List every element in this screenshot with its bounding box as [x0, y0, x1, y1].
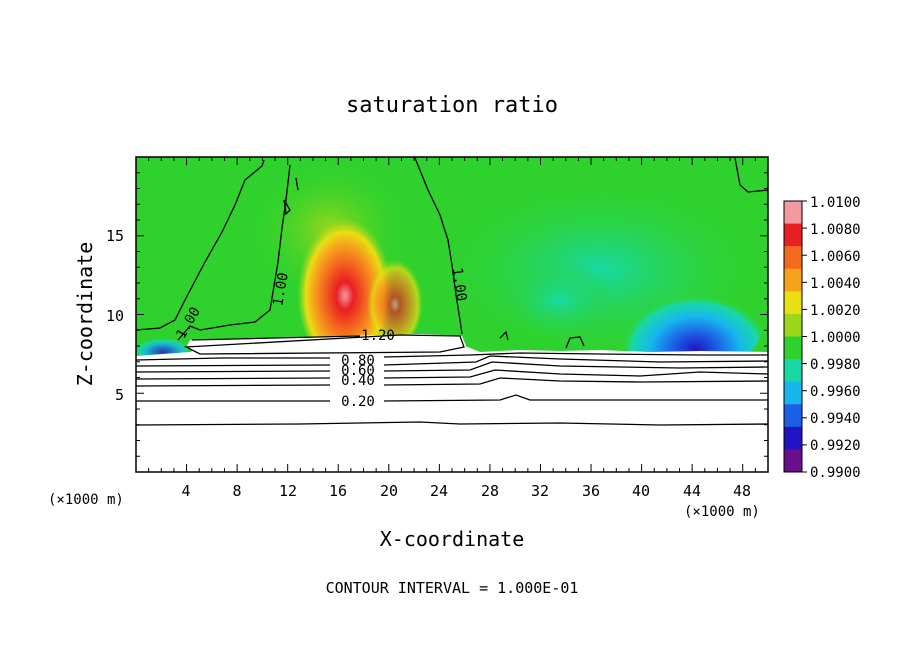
- contour-lines: [136, 157, 768, 426]
- colorbar-swatch: [784, 359, 802, 383]
- contour-label: 0.80: [341, 353, 375, 369]
- colorbar-swatch: [784, 246, 802, 270]
- contour-label: 0.60: [341, 363, 375, 379]
- x-tick-labels: 4 8 12 16 20 24 28 32 36 40 44 48: [181, 482, 751, 500]
- contour-label: 1.00: [449, 267, 470, 303]
- contour-label: 0.40: [341, 373, 375, 389]
- heatmap-field: [136, 157, 768, 472]
- y-tick-label: 5: [115, 386, 124, 404]
- colorbar-label: 0.9920: [810, 438, 861, 454]
- colorbar-swatch: [784, 381, 802, 405]
- colorbar-swatch: [784, 291, 802, 315]
- colorbar: [783, 200, 807, 473]
- colorbar-label: 0.9960: [810, 384, 861, 400]
- colorbar-swatch: [784, 268, 802, 292]
- colorbar-label: 0.9980: [810, 357, 861, 373]
- x-tick-label: 44: [683, 482, 701, 500]
- colorbar-swatch: [784, 336, 802, 360]
- x-tick-label: 24: [430, 482, 448, 500]
- x-tick-label: 8: [232, 482, 241, 500]
- y-tick-label: 15: [106, 227, 124, 245]
- contour-label: 1.00: [270, 271, 292, 307]
- axis-ticks: [136, 157, 768, 472]
- x-tick-label: 12: [279, 482, 297, 500]
- x-axis-label: X-coordinate: [380, 527, 525, 551]
- colorbar-swatch: [784, 404, 802, 428]
- colorbar-label: 0.9940: [810, 411, 861, 427]
- contour-label: 1.20: [361, 328, 395, 344]
- x-tick-label: 4: [181, 482, 190, 500]
- colorbar-labels: 1.0100 1.0080 1.0060 1.0040 1.0020 1.000…: [810, 195, 861, 481]
- colorbar-swatch: [784, 426, 802, 450]
- x-tick-label: 16: [329, 482, 347, 500]
- x-unit-label-right: (×1000 m): [684, 504, 760, 520]
- colorbar-label: 1.0080: [810, 222, 861, 238]
- colorbar-label: 1.0040: [810, 276, 861, 292]
- colorbar-label: 1.0100: [810, 195, 861, 211]
- colorbar-label: 1.0060: [810, 249, 861, 265]
- colorbar-swatch: [784, 449, 802, 473]
- colorbar-label: 1.0020: [810, 303, 861, 319]
- y-tick-labels: 5 10 15: [106, 227, 124, 404]
- x-tick-label: 48: [733, 482, 751, 500]
- x-unit-label-left: (×1000 m): [48, 492, 124, 508]
- contour-label: 0.20: [341, 394, 375, 410]
- contour-interval-note: CONTOUR INTERVAL = 1.000E-01: [326, 579, 579, 597]
- colorbar-swatch: [784, 313, 802, 337]
- y-axis-label: Z-coordinate: [73, 242, 97, 387]
- x-tick-label: 32: [531, 482, 549, 500]
- colorbar-swatch: [784, 201, 802, 225]
- colorbar-swatch: [784, 223, 802, 247]
- colorbar-label: 0.9900: [810, 465, 861, 481]
- x-tick-label: 40: [632, 482, 650, 500]
- x-tick-label: 28: [481, 482, 499, 500]
- y-tick-label: 10: [106, 307, 124, 325]
- colorbar-label: 1.0000: [810, 330, 861, 346]
- x-tick-label: 36: [582, 482, 600, 500]
- x-tick-label: 20: [380, 482, 398, 500]
- chart-title: saturation ratio: [346, 93, 558, 118]
